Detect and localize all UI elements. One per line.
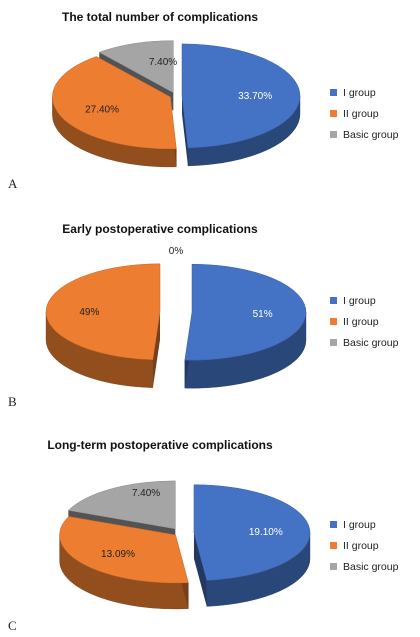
- legend-swatch: [330, 297, 337, 304]
- legend-item: I group: [330, 290, 418, 311]
- pie-data-label: 13.09%: [101, 549, 135, 560]
- legend-item: II group: [330, 103, 418, 124]
- legend-item: Basic group: [330, 332, 418, 353]
- pie-slice-i-group: [193, 484, 311, 581]
- pie-chart-c: 19.10% 13.09% 7.40%: [59, 480, 311, 610]
- pie-sides: [45, 311, 307, 389]
- legend-label: I group: [343, 86, 376, 99]
- pie-data-label: 51%: [253, 309, 273, 320]
- chart-title: The total number of complications: [61, 10, 258, 24]
- panel-c: Long-term postoperative complications 19…: [0, 428, 420, 637]
- legend-a: I group II group Basic group: [330, 82, 418, 145]
- legend-label: I group: [343, 294, 376, 307]
- pie-tops: [59, 480, 311, 584]
- panel-label: A: [8, 176, 18, 191]
- pie-data-label: 33.70%: [238, 91, 272, 102]
- legend-item: I group: [330, 514, 418, 535]
- legend-swatch: [330, 542, 337, 549]
- panel-b: Early postoperative complications 51% 49%…: [0, 212, 420, 417]
- pie-slice-ii-group: [52, 56, 177, 150]
- pie-slice-face: [152, 311, 161, 388]
- pie-labels: 19.10% 13.09% 7.40%: [101, 488, 283, 560]
- pie-slice-i-group: [184, 263, 307, 361]
- pie-chart-a: 33.70% 27.40% 7.40%: [52, 40, 301, 168]
- legend-item: II group: [330, 535, 418, 556]
- pie-slice-basic-group: [67, 480, 176, 530]
- legend-label: II group: [343, 315, 379, 328]
- pie-slice-i-group: [181, 43, 301, 149]
- legend-label: Basic group: [343, 336, 399, 349]
- pie-slice-face: [193, 532, 207, 607]
- pie-data-label: 7.40%: [149, 57, 177, 68]
- legend-swatch: [330, 110, 337, 117]
- legend-item: I group: [330, 82, 418, 103]
- legend-item: II group: [330, 311, 418, 332]
- panel-label: B: [8, 394, 17, 409]
- pie-data-label: 49%: [79, 307, 99, 318]
- pie-data-label: 0%: [169, 246, 184, 257]
- legend-label: Basic group: [343, 128, 399, 141]
- pie-slice-ii-group: [45, 263, 161, 360]
- legend-swatch: [330, 521, 337, 528]
- legend-swatch: [330, 89, 337, 96]
- pie-data-label: 7.40%: [132, 488, 160, 499]
- legend-swatch: [330, 563, 337, 570]
- panel-label: C: [8, 618, 17, 633]
- pie-tops: [52, 40, 301, 150]
- legend-item: Basic group: [330, 124, 418, 145]
- pie-slice-basic-group: [98, 40, 174, 94]
- pie-data-label: 19.10%: [249, 527, 283, 538]
- pie-chart-b: 51% 49% 0%: [45, 246, 307, 389]
- pie-labels: 51% 49% 0%: [79, 246, 272, 320]
- legend-item: Basic group: [330, 556, 418, 577]
- pie-labels: 33.70% 27.40% 7.40%: [85, 57, 272, 115]
- legend-swatch: [330, 339, 337, 346]
- chart-title: Early postoperative complications: [62, 222, 258, 236]
- legend-c: I group II group Basic group: [330, 514, 418, 577]
- legend-label: I group: [343, 518, 376, 531]
- legend-label: II group: [343, 107, 379, 120]
- pie-slice-ii-group: [59, 516, 189, 584]
- pie-tops: [45, 263, 307, 361]
- legend-swatch: [330, 318, 337, 325]
- legend-label: II group: [343, 539, 379, 552]
- pie-data-label: 27.40%: [85, 104, 119, 115]
- legend-swatch: [330, 131, 337, 138]
- legend-label: Basic group: [343, 560, 399, 573]
- panel-a: The total number of complications 33.70%…: [0, 0, 420, 200]
- pie-slice-face: [181, 95, 188, 166]
- legend-b: I group II group Basic group: [330, 290, 418, 353]
- chart-title: Long-term postoperative complications: [47, 438, 273, 452]
